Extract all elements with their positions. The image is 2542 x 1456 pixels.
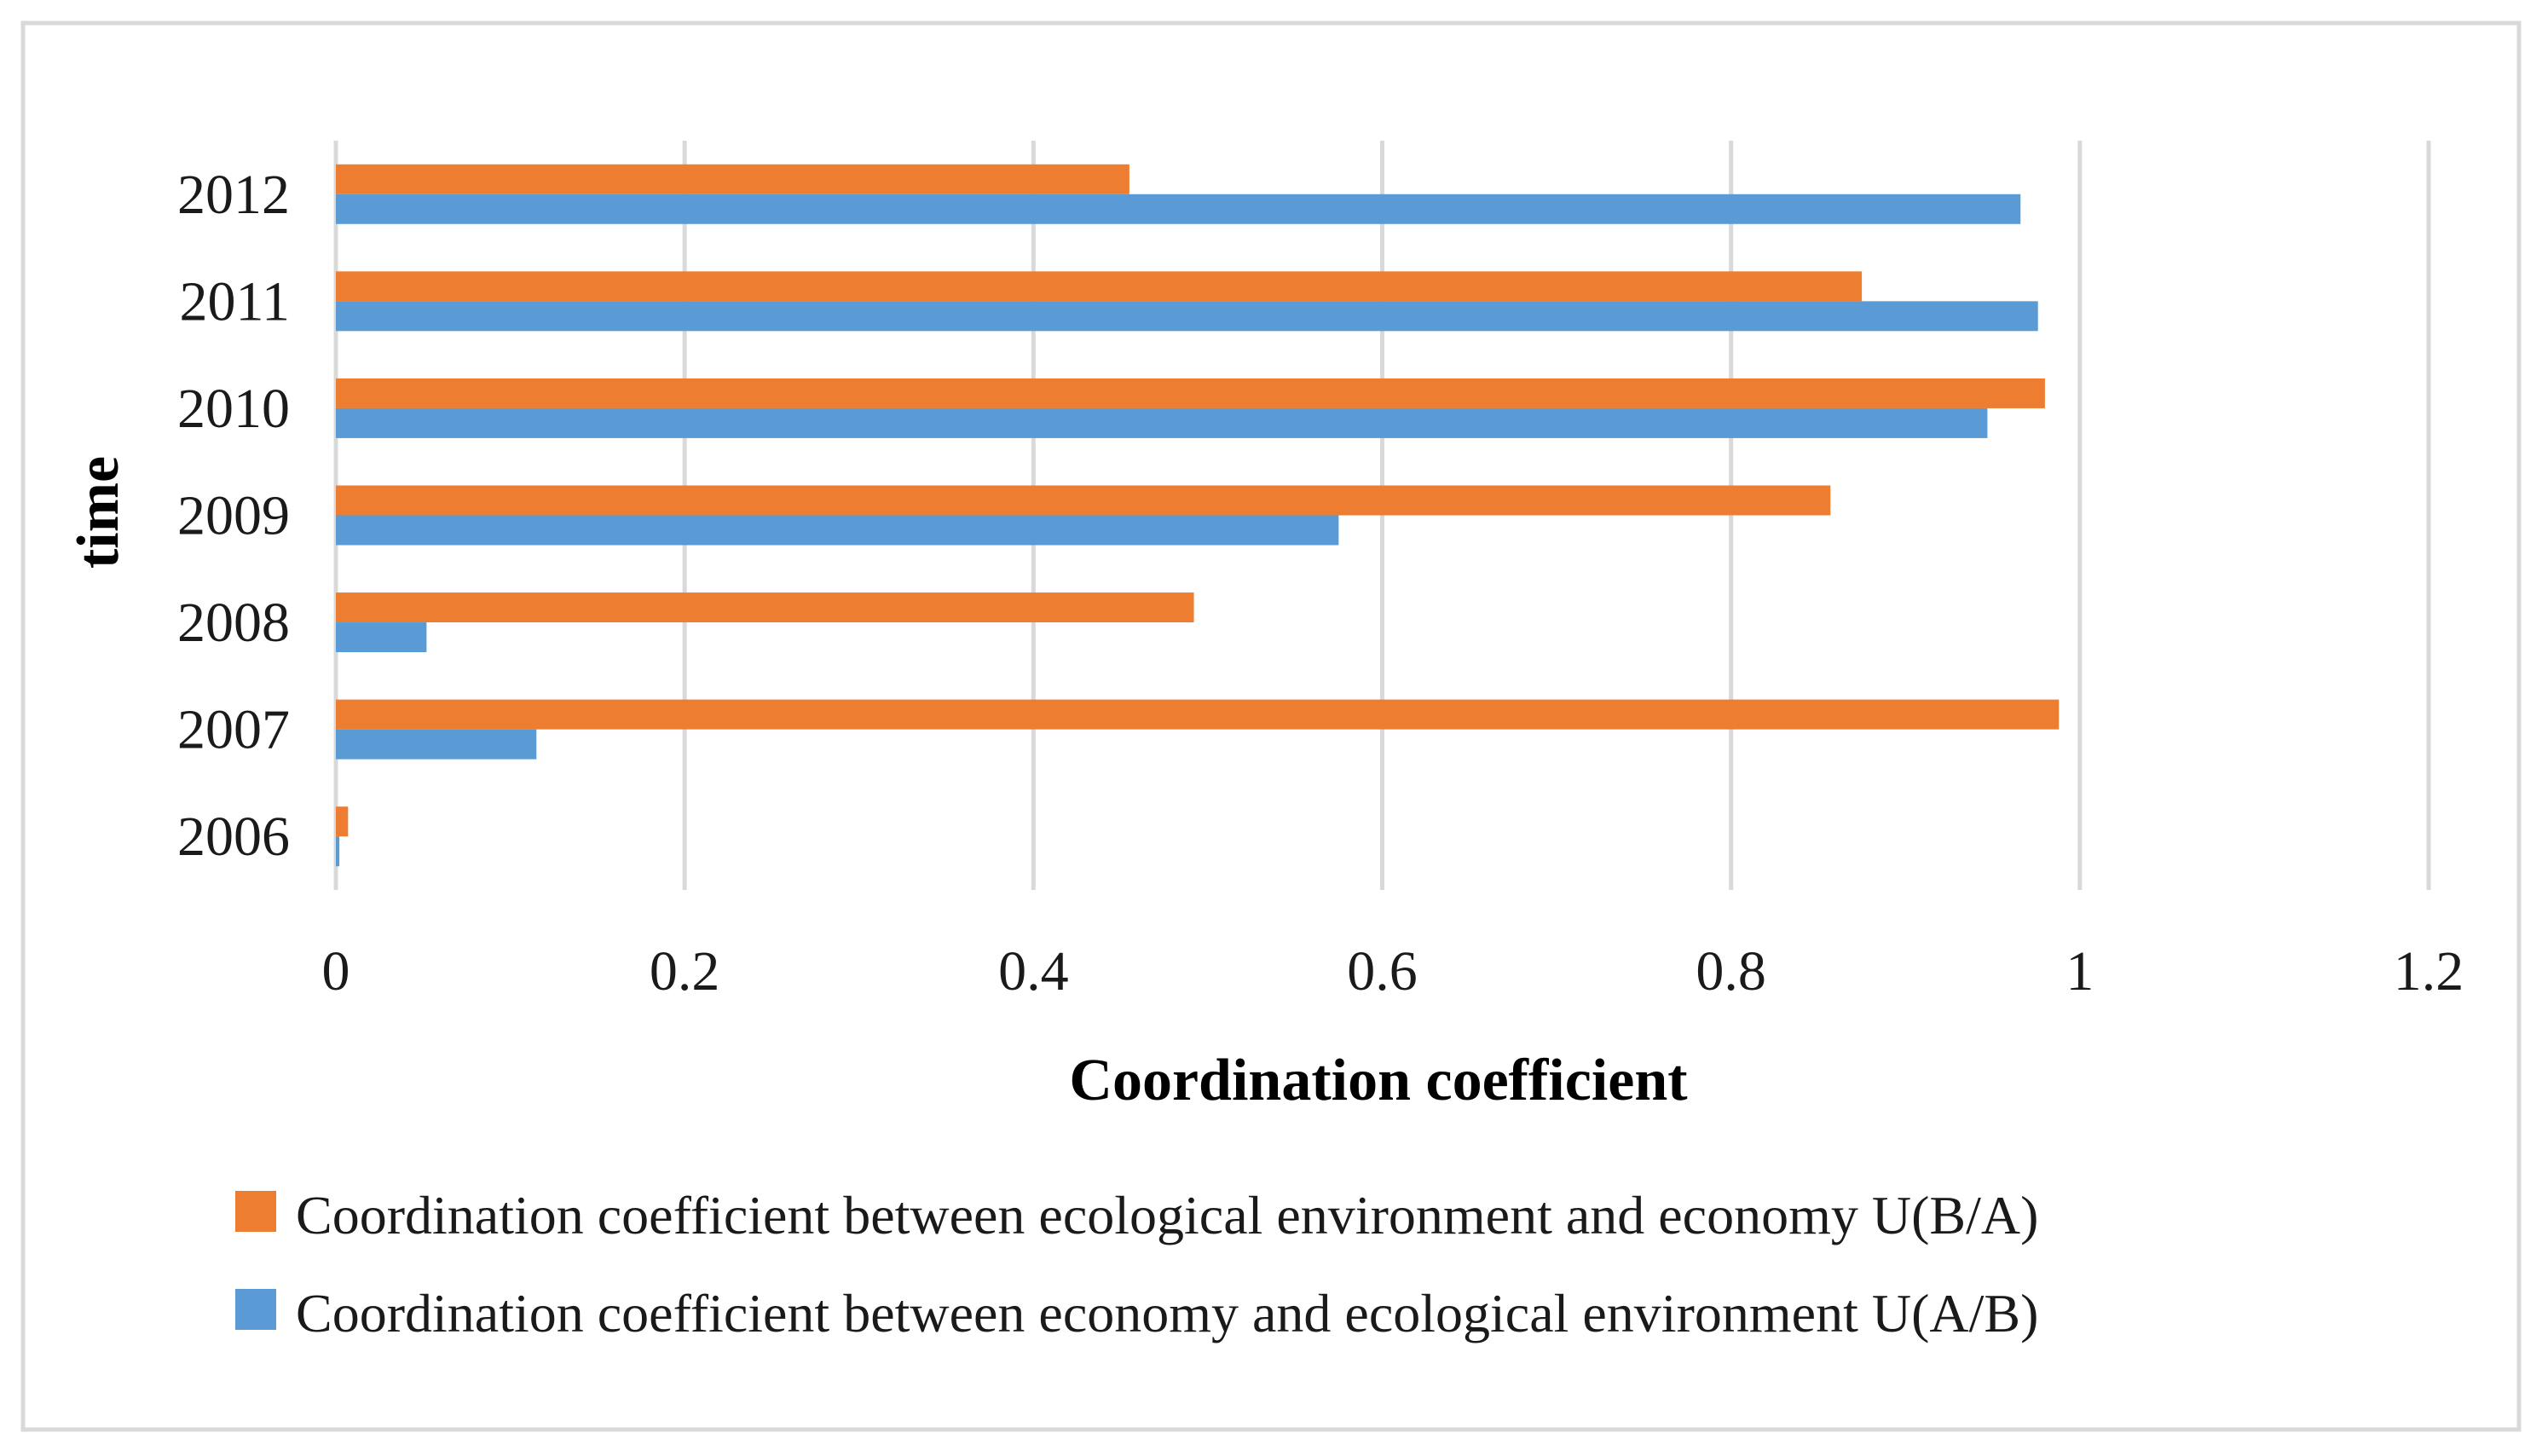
bar-u-b-a-2012: [336, 164, 1129, 194]
bar-u-b-a-2006: [336, 806, 349, 837]
legend: Coordination coefficient between ecologi…: [235, 1185, 2038, 1343]
bar-u-a-b-2006: [336, 836, 340, 867]
bar-u-b-a-2011: [336, 271, 1863, 302]
bar-u-a-b-2012: [336, 194, 2021, 224]
bar-u-a-b-2007: [336, 729, 537, 760]
legend-swatch-u-a-b: [235, 1289, 276, 1330]
legend-label-u-b-a: Coordination coefficient between ecologi…: [296, 1185, 2038, 1245]
x-tick-label-0-6: 0.6: [1347, 940, 1418, 1002]
y-tick-labels: 2006 2007 2008 2009 2010 2011 2012: [177, 164, 290, 868]
x-axis-title: Coordination coefficient: [1069, 1048, 1687, 1113]
x-tick-label-0-4: 0.4: [998, 940, 1069, 1002]
y-tick-label-2006: 2006: [177, 806, 290, 868]
y-axis-title: time: [66, 456, 131, 569]
x-tick-label-0-2: 0.2: [650, 940, 720, 1002]
y-tick-label-2010: 2010: [177, 378, 290, 440]
bar-u-b-a-2009: [336, 485, 1831, 516]
bar-u-b-a-2008: [336, 592, 1194, 623]
y-tick-label-2007: 2007: [177, 699, 290, 761]
bar-u-b-a-2010: [336, 378, 2045, 408]
bar-u-a-b-2010: [336, 407, 1988, 438]
legend-swatch-u-b-a: [235, 1191, 276, 1232]
x-tick-label-0-8: 0.8: [1696, 940, 1766, 1002]
bar-u-a-b-2009: [336, 515, 1339, 546]
x-tick-labels: 0 0.2 0.4 0.6 0.8 1 1.2: [322, 940, 2464, 1002]
y-tick-label-2012: 2012: [177, 164, 290, 226]
bar-u-a-b-2011: [336, 301, 2038, 332]
bars: [336, 164, 2060, 867]
legend-label-u-a-b: Coordination coefficient between economy…: [296, 1283, 2038, 1343]
y-tick-label-2011: 2011: [179, 270, 290, 332]
y-tick-label-2009: 2009: [177, 485, 290, 547]
bar-u-a-b-2008: [336, 622, 427, 653]
x-tick-label-1: 1: [2065, 940, 2094, 1002]
x-tick-label-0: 0: [322, 940, 350, 1002]
y-tick-label-2008: 2008: [177, 592, 290, 654]
x-tick-label-1-2: 1.2: [2394, 940, 2464, 1002]
bar-u-b-a-2007: [336, 699, 2060, 730]
